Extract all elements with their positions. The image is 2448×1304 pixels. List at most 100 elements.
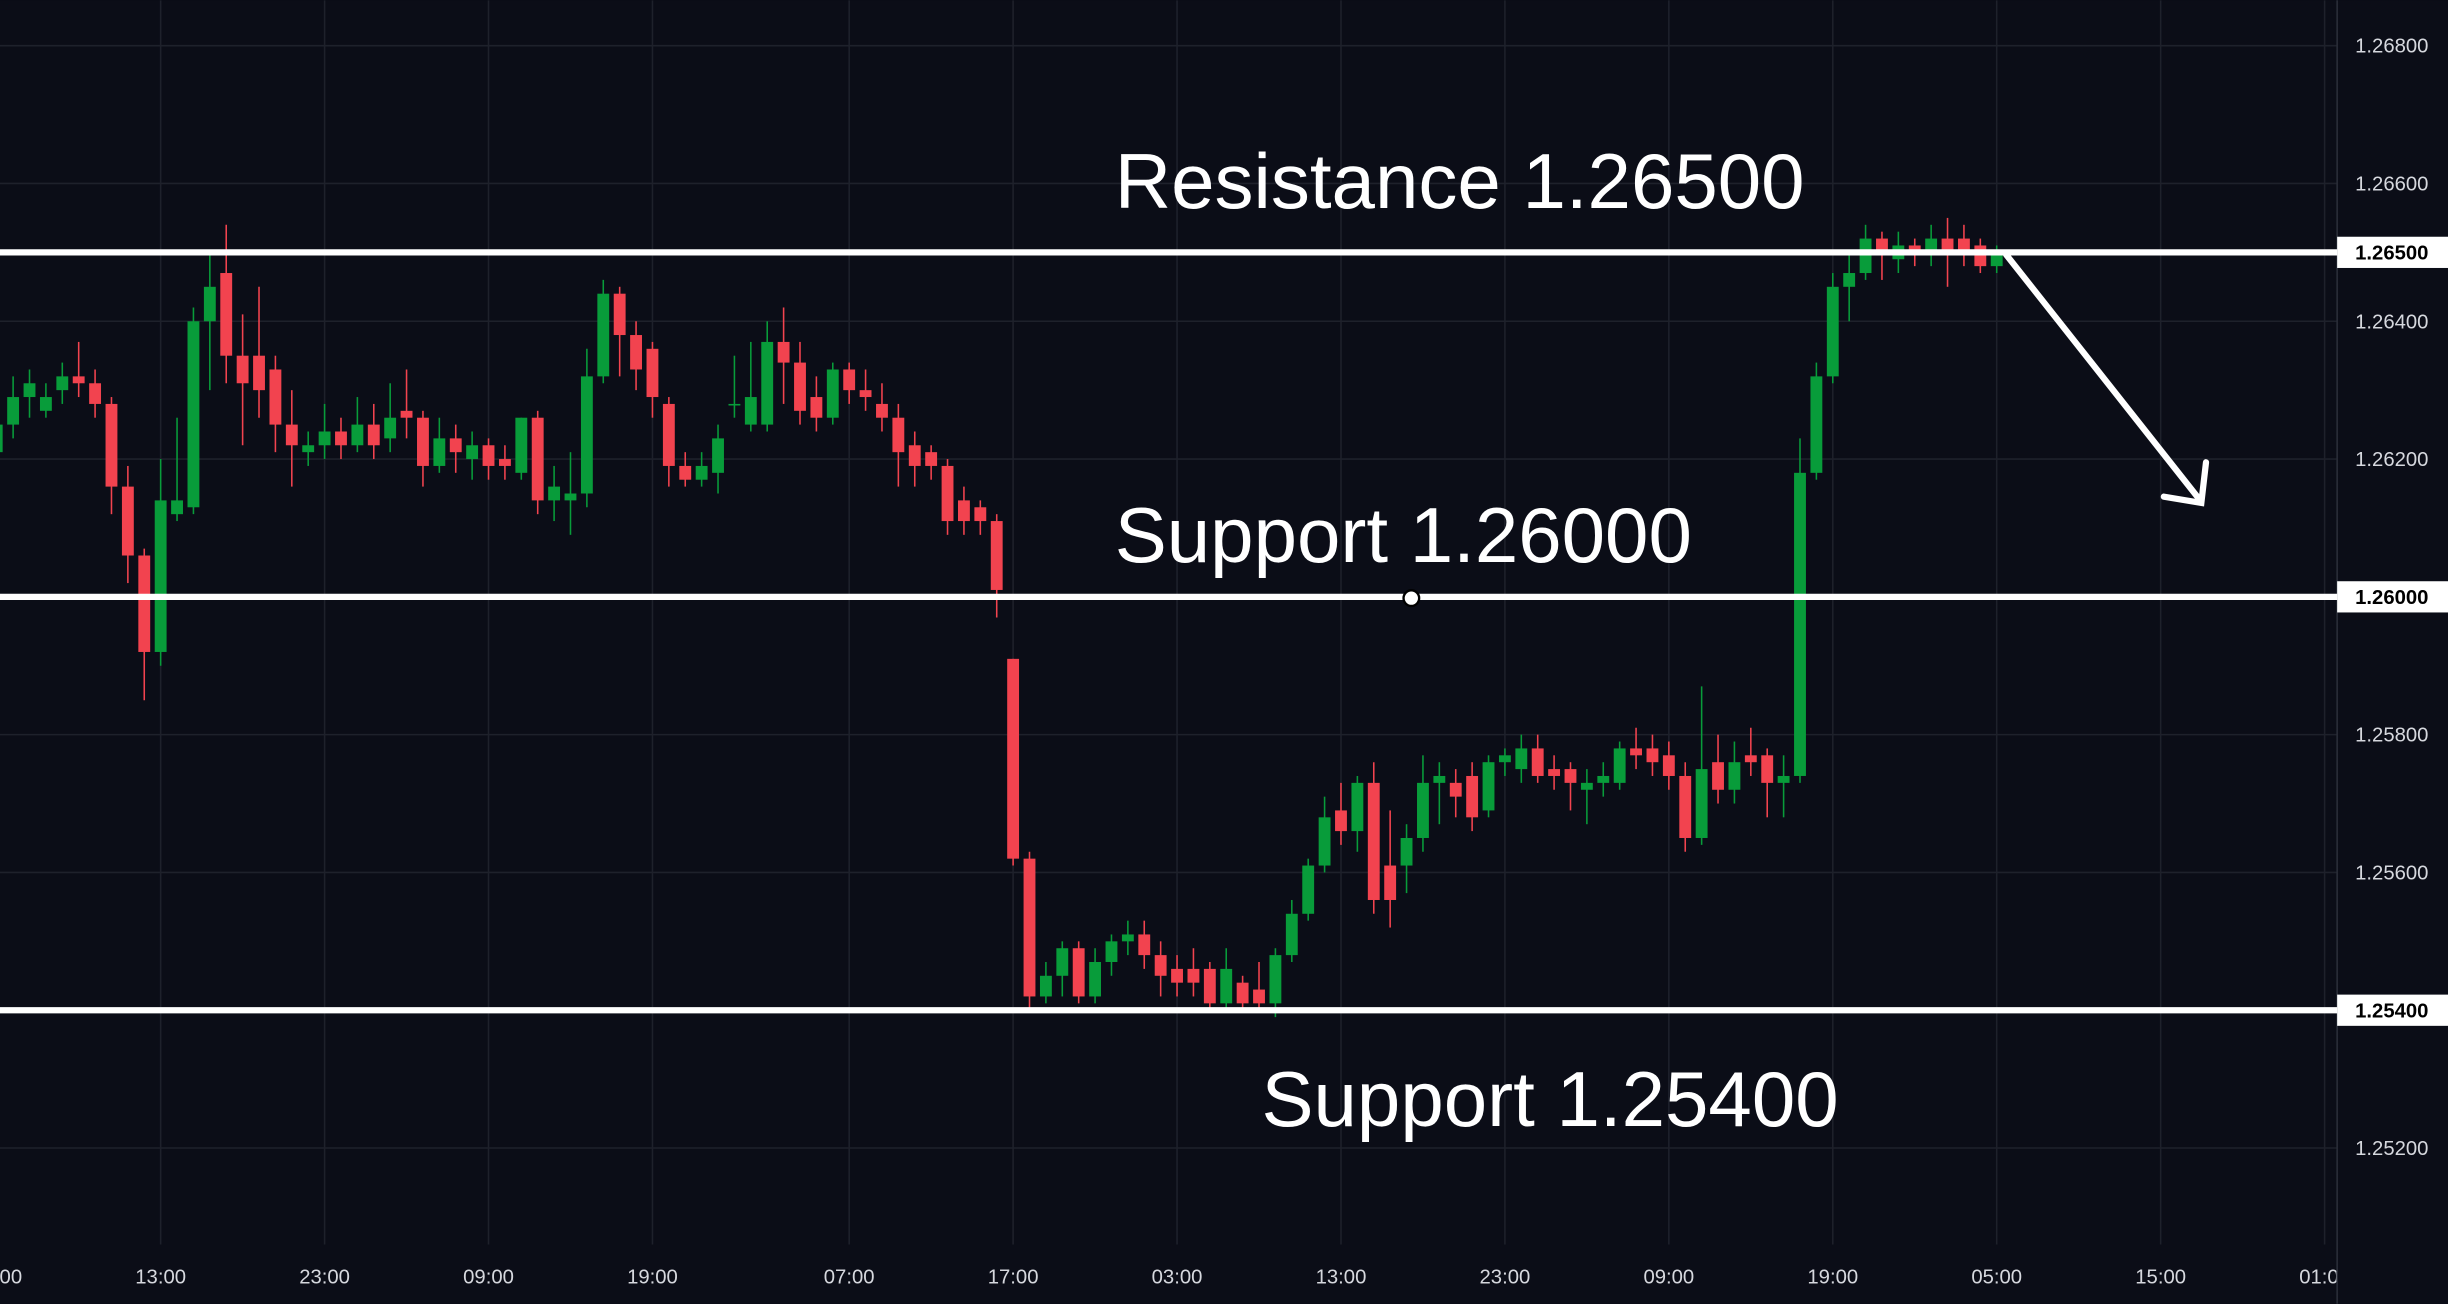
candle-body [39,397,52,411]
candle-body [1056,948,1069,976]
y-tick-label: 1.26800 [2355,36,2428,58]
candle-body [171,500,183,515]
candle-body [1449,782,1462,797]
candle-body [728,403,741,406]
candle-body [990,521,1003,590]
x-tick-label: 09:00 [463,1267,514,1289]
candle-body [1121,934,1134,942]
candle-body [695,465,708,480]
candle-body [1990,252,2003,267]
candle-body [843,369,856,391]
candle-body [138,555,151,652]
candle-body [892,417,905,453]
x-tick-label: 13:00 [1316,1267,1367,1289]
candle-body [1630,748,1642,756]
candle-body [679,465,692,480]
x-tick-label: 19:00 [1807,1267,1858,1289]
candle-body [908,445,921,466]
level-tag [2337,994,2448,1026]
candle-body [1236,982,1249,1004]
candle-body [548,486,561,501]
candle-body [597,293,610,377]
candle-body [1580,782,1593,790]
candle-body [1728,762,1741,790]
x-tick-label: 19:00 [627,1267,678,1289]
y-tick-label: 1.25800 [2355,725,2428,747]
candle-body [121,486,134,556]
x-tick-label: 13:00 [135,1267,186,1289]
candle-body [1482,762,1495,811]
candle-body [253,355,265,391]
candle-body [335,431,347,446]
candle-body [1810,376,1823,473]
candle-body [1203,968,1216,1004]
candle-body [1285,913,1298,956]
candle-body [154,500,167,652]
level-tag [2337,581,2448,613]
candle-body [23,383,36,398]
candle-body [1679,775,1692,838]
candle-body [187,321,200,508]
arrow [2003,251,2210,507]
candle-body [1908,245,1921,253]
candle-body [1941,238,1954,253]
x-tick-label: 09:00 [1643,1267,1694,1289]
candle-body [1826,286,1839,377]
candle-body [302,445,315,453]
candle-body [236,355,249,384]
candle-body [417,417,429,466]
candle-body [1531,748,1544,776]
candle-body [367,424,380,446]
candle-body [1302,865,1315,914]
candle-body [1039,975,1052,997]
candle-body [1843,273,1856,287]
y-tick-label: 1.26600 [2355,173,2428,195]
candle-body [1466,775,1479,818]
candle-body [1007,658,1020,859]
candle-body [285,424,298,446]
candle-body [1089,962,1102,997]
candle-body [531,417,544,501]
candle-body [1794,472,1806,776]
candle-body [941,465,954,522]
candle-body [1154,955,1167,976]
candle-body [1662,755,1675,776]
annotation: Resistance 1.26500 [1115,137,1805,225]
level-tag [2337,236,2448,268]
candle-body [1548,769,1561,776]
y-tick-label: 1.25200 [2355,1138,2428,1160]
candle-body [810,397,823,418]
candle-body [1859,238,1872,274]
candles [0,217,2003,1018]
arrow-shaft [2003,251,2203,503]
candle-body [1925,238,1938,253]
x-tick-label: 23:00 [299,1267,350,1289]
candle-body [466,445,479,460]
levels: 1.26500 1.26000 1.25400 [0,236,2448,1026]
y-tick-label: 1.25600 [2355,862,2428,884]
candle-body [1072,948,1085,997]
candle-body [433,438,446,466]
x-tick-label: 01:00 [2299,1267,2350,1289]
annotations: Resistance 1.26500 Support 1.26000 Support… [1115,137,1839,1143]
candle-body [1597,775,1610,783]
candle-body [1777,775,1790,783]
candle-body [7,397,20,425]
candle-body [1171,968,1183,983]
candle-body [613,293,626,336]
candle-body [957,500,970,522]
annotation: Support 1.25400 [1261,1055,1838,1143]
candle-body [1269,955,1282,1004]
candle-body [1367,782,1380,900]
candle-body [1613,748,1626,783]
candle-body [482,445,495,466]
candle-body [1498,755,1511,763]
candle-body [1876,238,1888,253]
candle-body [351,424,364,446]
candle-body [449,438,462,453]
candle-body [515,417,528,473]
candle-body [859,390,872,398]
candle-body [974,507,987,522]
candle-body [89,383,102,404]
